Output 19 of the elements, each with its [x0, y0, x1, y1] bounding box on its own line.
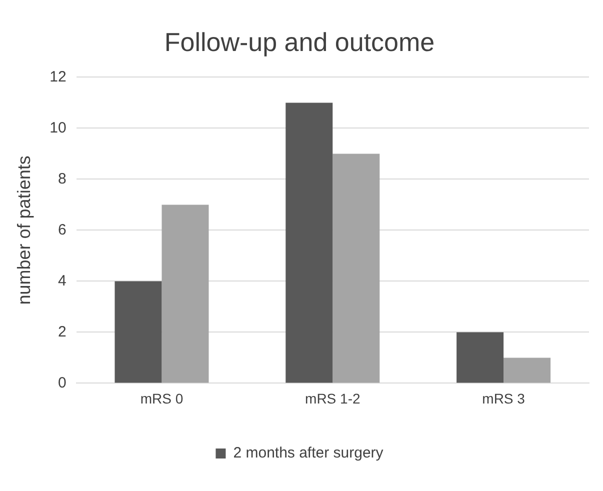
bar — [504, 358, 551, 383]
y-tick-label: 2 — [58, 323, 66, 340]
y-axis-title: number of patients — [14, 156, 34, 305]
y-tick-label: 8 — [58, 170, 66, 188]
x-tick-label: mRS 1-2 — [305, 390, 360, 406]
bar — [286, 102, 333, 383]
y-tick-label: 4 — [58, 272, 66, 290]
bar — [332, 154, 380, 383]
x-tick-label: mRS 3 — [482, 390, 526, 406]
y-tick-label: 12 — [50, 68, 66, 86]
y-tick-label: 10 — [50, 119, 66, 136]
x-tick-label: mRS 0 — [140, 390, 184, 406]
legend-label: 2 months after surgery — [233, 444, 384, 462]
y-tick-label: 6 — [58, 221, 66, 238]
bar — [162, 204, 209, 383]
y-tick-label: 0 — [58, 374, 66, 392]
bar — [114, 281, 162, 383]
bar — [456, 332, 504, 383]
chart-title: Follow-up and outcome — [164, 26, 435, 57]
